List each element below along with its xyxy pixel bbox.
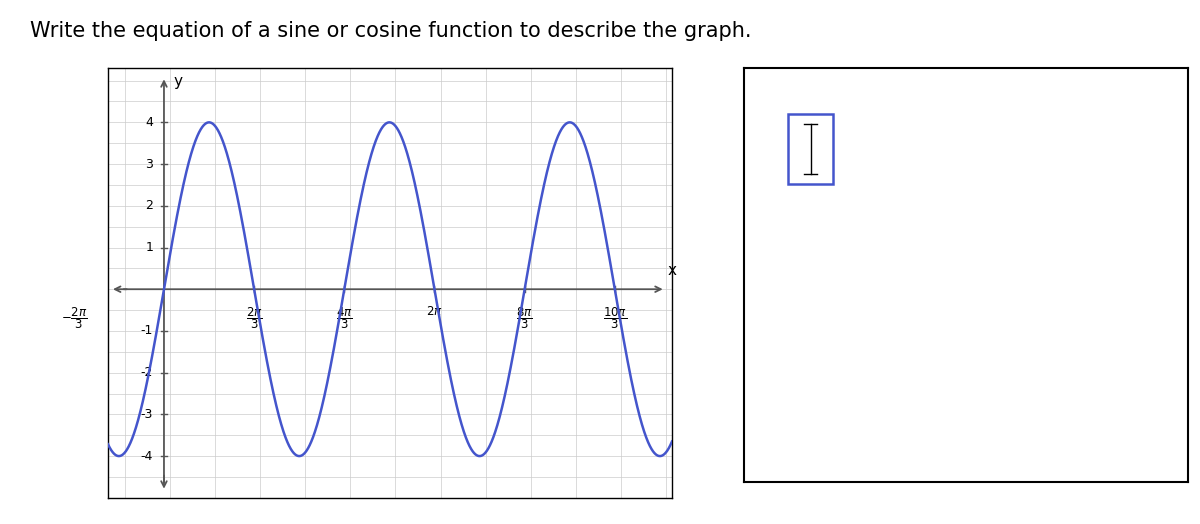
Text: Write the equation of a sine or cosine function to describe the graph.: Write the equation of a sine or cosine f… [30, 21, 751, 41]
Text: -1: -1 [140, 324, 154, 337]
Bar [788, 114, 833, 184]
Text: -3: -3 [140, 408, 154, 421]
Text: -2: -2 [140, 366, 154, 379]
Text: $\dfrac{4\pi}{3}$: $\dfrac{4\pi}{3}$ [336, 305, 353, 331]
Text: 1: 1 [145, 241, 154, 254]
Text: $-\dfrac{2\pi}{3}$: $-\dfrac{2\pi}{3}$ [60, 305, 88, 331]
Text: x: x [667, 263, 677, 278]
Text: $\dfrac{2\pi}{3}$: $\dfrac{2\pi}{3}$ [246, 305, 263, 331]
Text: $\dfrac{10\pi}{3}$: $\dfrac{10\pi}{3}$ [602, 305, 626, 331]
Text: $2\pi$: $2\pi$ [426, 305, 443, 318]
Text: y: y [174, 74, 182, 90]
Text: -4: -4 [140, 450, 154, 463]
Text: 4: 4 [145, 116, 154, 129]
Text: $\dfrac{8\pi}{3}$: $\dfrac{8\pi}{3}$ [516, 305, 533, 331]
Text: 3: 3 [145, 158, 154, 171]
Text: 2: 2 [145, 199, 154, 212]
